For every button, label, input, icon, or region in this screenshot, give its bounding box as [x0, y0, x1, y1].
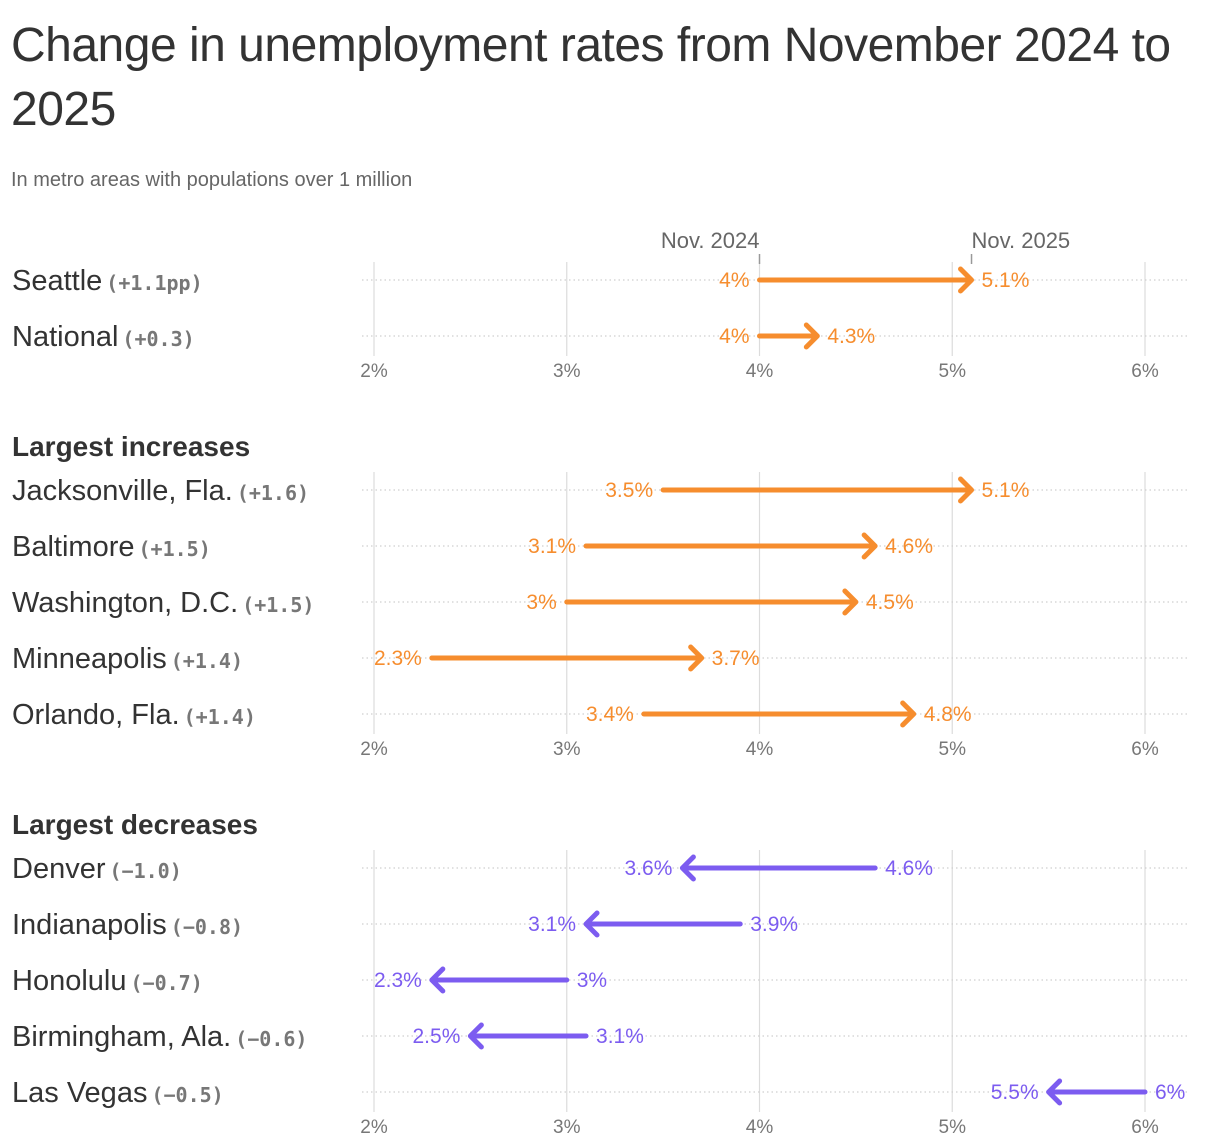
arrow-head — [803, 322, 820, 350]
arrow-head — [429, 966, 446, 994]
end-year-label: Nov. 2025 — [972, 228, 1071, 253]
start-value-label: 3.1% — [528, 535, 576, 558]
row-label: Orlando, Fla. (+1.4) — [12, 699, 256, 731]
row-change: (−1.0) — [110, 859, 182, 883]
start-value-label: 3.5% — [605, 479, 653, 502]
x-tick-label: 4% — [746, 361, 774, 382]
row-label: Jacksonville, Fla. (+1.6) — [12, 475, 309, 507]
start-value-label: 4.6% — [885, 857, 933, 880]
end-value-label: 4.8% — [924, 703, 972, 726]
end-value-label: 4.5% — [866, 591, 914, 614]
row-label: Denver (−1.0) — [12, 853, 182, 885]
row-change: (+1.4) — [171, 649, 243, 673]
row-name: Honolulu — [12, 965, 126, 997]
x-tick-label: 3% — [553, 361, 581, 382]
x-tick-label: 6% — [1131, 361, 1159, 382]
start-value-label: 4% — [719, 325, 749, 348]
start-value-label: 3.1% — [596, 1025, 644, 1048]
x-tick-label: 5% — [939, 739, 967, 760]
row-label: Birmingham, Ala. (−0.6) — [12, 1021, 307, 1053]
arrow-head — [900, 700, 917, 728]
end-value-label: 2.5% — [413, 1025, 461, 1048]
row-name: National — [12, 321, 118, 353]
start-value-label: 3% — [577, 969, 607, 992]
row-name: Indianapolis — [12, 909, 167, 941]
start-value-label: 2.3% — [374, 647, 422, 670]
end-value-label: 3.6% — [625, 857, 673, 880]
row-label: Seattle (+1.1pp) — [12, 265, 203, 297]
start-value-label: 4% — [719, 269, 749, 292]
row-change: (+0.3) — [122, 327, 194, 351]
chart-title: Change in unemployment rates from Novemb… — [11, 19, 1171, 136]
end-value-label: 2.3% — [374, 969, 422, 992]
arrow-head — [842, 588, 859, 616]
arrow-head — [958, 476, 975, 504]
start-value-label: 3% — [526, 591, 556, 614]
start-value-label: 6% — [1155, 1081, 1185, 1104]
end-value-label: 4.3% — [827, 325, 875, 348]
row-change: (−0.8) — [171, 915, 243, 939]
x-tick-label: 2% — [360, 361, 388, 382]
row-change: (+1.6) — [237, 481, 309, 505]
arrow-head — [861, 532, 878, 560]
x-tick-label: 3% — [553, 739, 581, 760]
row-label: Washington, D.C. (+1.5) — [12, 587, 314, 619]
x-tick-label: 4% — [746, 1117, 774, 1138]
arrow-head — [1046, 1078, 1063, 1106]
row-change: (−0.7) — [130, 971, 202, 995]
row-label: National (+0.3) — [12, 321, 195, 353]
row-name: Seattle — [12, 265, 102, 297]
row-name: Jacksonville, Fla. — [12, 475, 233, 507]
arrow-head — [958, 266, 975, 294]
arrow-head — [583, 910, 600, 938]
start-year-label: Nov. 2024 — [661, 228, 760, 253]
row-change: (+1.5) — [139, 537, 211, 561]
end-value-label: 5.5% — [991, 1081, 1039, 1104]
x-tick-label: 5% — [939, 361, 967, 382]
row-change: (+1.4) — [184, 705, 256, 729]
row-label: Minneapolis (+1.4) — [12, 643, 243, 675]
row-label: Honolulu (−0.7) — [12, 965, 203, 997]
row-change: (−0.6) — [235, 1027, 307, 1051]
group-title: Largest increases — [12, 431, 250, 462]
group-title: Largest decreases — [12, 809, 258, 840]
row-name: Minneapolis — [12, 643, 167, 675]
row-change: (+1.1pp) — [106, 271, 202, 295]
chart-subtitle: In metro areas with populations over 1 m… — [11, 169, 413, 191]
end-value-label: 3.1% — [528, 913, 576, 936]
end-value-label: 5.1% — [982, 269, 1030, 292]
row-label: Las Vegas (−0.5) — [12, 1077, 224, 1109]
arrow-head — [679, 854, 696, 882]
x-tick-label: 6% — [1131, 739, 1159, 760]
start-value-label: 3.4% — [586, 703, 634, 726]
row-name: Las Vegas — [12, 1077, 147, 1109]
row-name: Birmingham, Ala. — [12, 1021, 231, 1053]
arrow-head — [688, 644, 705, 672]
end-value-label: 5.1% — [982, 479, 1030, 502]
x-tick-label: 2% — [360, 1117, 388, 1138]
end-value-label: 3.7% — [712, 647, 760, 670]
row-change: (+1.5) — [242, 593, 314, 617]
row-name: Washington, D.C. — [12, 587, 238, 619]
x-tick-label: 4% — [746, 739, 774, 760]
x-tick-label: 3% — [553, 1117, 581, 1138]
row-name: Denver — [12, 853, 106, 885]
x-tick-label: 6% — [1131, 1117, 1159, 1138]
x-tick-label: 5% — [939, 1117, 967, 1138]
arrow-head — [467, 1022, 484, 1050]
start-value-label: 3.9% — [750, 913, 798, 936]
row-label: Indianapolis (−0.8) — [12, 909, 243, 941]
end-value-label: 4.6% — [885, 535, 933, 558]
row-name: Baltimore — [12, 531, 135, 563]
row-name: Orlando, Fla. — [12, 699, 180, 731]
x-tick-label: 2% — [360, 739, 388, 760]
row-label: Baltimore (+1.5) — [12, 531, 211, 563]
row-change: (−0.5) — [151, 1083, 223, 1107]
